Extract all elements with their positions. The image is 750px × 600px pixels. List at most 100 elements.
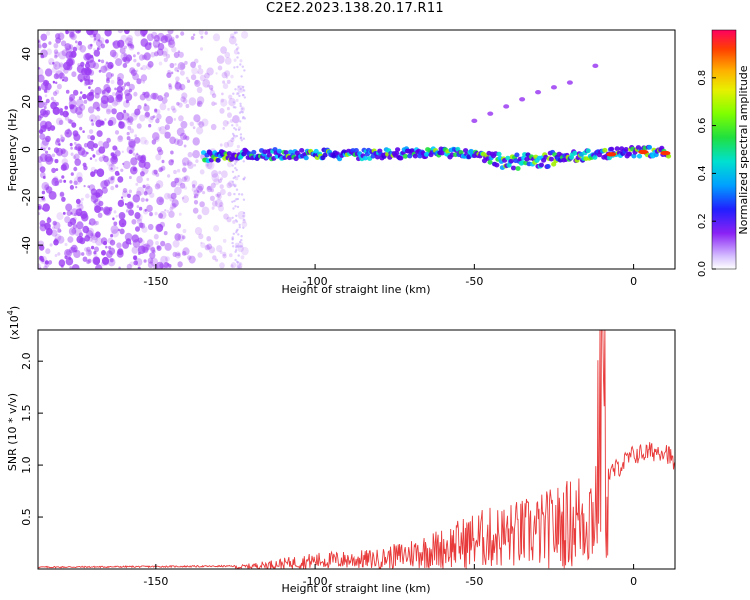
scatter-point (130, 112, 138, 121)
scatter-point (168, 83, 172, 87)
scatter-point (42, 42, 48, 49)
scatter-point (167, 107, 170, 111)
scatter-point (74, 146, 78, 150)
snr-multiplier-exp: 4 (6, 310, 15, 315)
scatter-point (151, 169, 158, 176)
scatter-point (170, 203, 176, 210)
scatter-point (98, 200, 104, 207)
scatter-point (167, 39, 176, 48)
scatter-point (188, 97, 197, 106)
scatter-point (65, 30, 69, 35)
scatter-point (192, 150, 200, 159)
scatter-point (88, 59, 96, 69)
scatter-point (231, 236, 234, 239)
scatter-point (222, 80, 226, 84)
scatter-point (232, 92, 235, 95)
scatter-point (127, 43, 131, 47)
scatter-point (185, 103, 190, 109)
ridge-point (609, 146, 615, 152)
spectrogram-y-ticks: -40 -20 0 20 40 (20, 47, 43, 254)
scatter-point (190, 74, 197, 81)
scatter-point (132, 167, 137, 172)
scatter-point (156, 113, 162, 120)
scatter-point (93, 192, 97, 196)
scatter-point (104, 88, 107, 91)
scatter-point (55, 33, 61, 40)
scatter-point (156, 245, 162, 251)
scatter-point (38, 85, 41, 89)
scatter-point (97, 39, 101, 42)
scatter-point (177, 234, 185, 242)
scatter-point (160, 240, 166, 247)
scatter-point (183, 135, 188, 140)
scatter-point (113, 151, 117, 155)
scatter-point (69, 266, 73, 269)
scatter-point (128, 149, 133, 154)
scatter-point (171, 199, 179, 208)
scatter-point (229, 253, 233, 258)
scatter-point (112, 92, 116, 96)
scatter-point (115, 94, 123, 103)
scatter-point (58, 143, 61, 146)
scatter-point (40, 54, 45, 59)
scatter-point (128, 189, 132, 194)
scatter-point (154, 45, 157, 49)
scatter-point (55, 81, 58, 85)
scatter-point (140, 67, 143, 70)
scatter-point (163, 35, 168, 41)
scatter-point (153, 34, 160, 42)
scatter-point (216, 192, 222, 197)
scatter-point (235, 123, 239, 127)
scatter-point (88, 184, 96, 192)
scatter-point (150, 92, 157, 100)
scatter-point (86, 258, 92, 264)
scatter-point (158, 213, 164, 219)
scatter-point (126, 136, 131, 141)
scatter-point (236, 56, 239, 59)
scatter-point (77, 146, 82, 152)
scatter-point (155, 240, 159, 246)
scatter-point (136, 205, 140, 209)
scatter-point (42, 203, 50, 212)
scatter-point (110, 175, 115, 181)
scatter-point (52, 80, 56, 84)
scatter-point (89, 157, 93, 160)
scatter-point (213, 178, 220, 186)
scatter-point (161, 97, 168, 104)
scatter-point (168, 210, 175, 218)
scatter-point (63, 76, 69, 82)
scatter-point (140, 171, 145, 177)
scatter-point (205, 163, 209, 167)
scatter-point (144, 112, 151, 119)
scatter-point (145, 94, 152, 102)
scatter-point (242, 198, 246, 201)
scatter-point (235, 98, 239, 102)
scatter-point (211, 93, 217, 99)
spectrogram-scatter (38, 30, 599, 269)
scatter-point (194, 227, 203, 235)
ridge-point (510, 165, 517, 171)
scatter-point (141, 243, 149, 253)
scatter-point (57, 252, 61, 256)
scatter-point (214, 198, 223, 208)
scatter-point (212, 33, 221, 42)
ridge-point (623, 147, 629, 152)
scatter-point (226, 182, 232, 189)
scatter-point (101, 250, 106, 256)
scatter-point (78, 232, 84, 237)
scatter-point (74, 158, 81, 166)
scatter-point (80, 61, 85, 67)
scatter-point (230, 262, 237, 269)
ridge-point (545, 164, 551, 169)
scatter-point (234, 258, 237, 262)
scatter-point (93, 34, 96, 38)
scatter-point (58, 50, 67, 60)
scatter-point (167, 193, 172, 199)
scatter-point (92, 154, 96, 158)
scatter-point (97, 140, 104, 147)
scatter-point (60, 164, 67, 171)
scatter-point (56, 83, 62, 90)
scatter-point (235, 48, 239, 51)
scatter-point (220, 177, 223, 181)
scatter-point (187, 255, 192, 260)
